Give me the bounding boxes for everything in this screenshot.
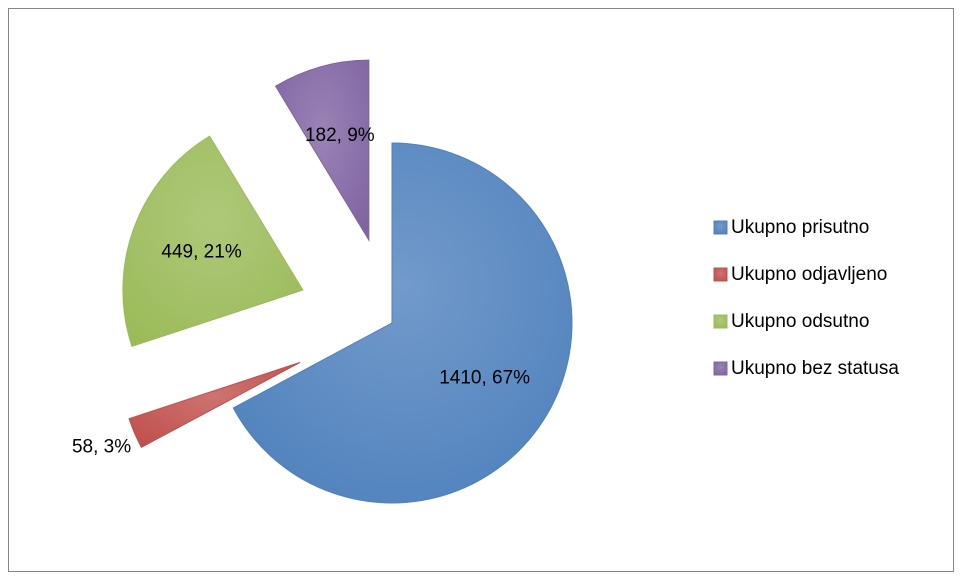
pie-slice (128, 361, 301, 449)
pie-slice (232, 142, 573, 504)
legend-swatch (713, 267, 728, 282)
data-label: 449, 21% (161, 242, 241, 263)
legend-label: Ukupno prisutno (731, 217, 869, 238)
pie-slice (274, 59, 370, 242)
legend-swatch (713, 314, 728, 329)
legend-swatch (713, 361, 728, 376)
data-label: 182, 9% (305, 125, 375, 146)
legend-label: Ukupno bez statusa (731, 358, 899, 379)
pie-slice (122, 135, 304, 347)
legend-swatch (713, 220, 728, 235)
data-label: 1410, 67% (439, 368, 530, 389)
legend-label: Ukupno odsutno (731, 311, 869, 332)
data-label: 58, 3% (72, 436, 131, 457)
legend-label: Ukupno odjavljeno (731, 264, 887, 285)
